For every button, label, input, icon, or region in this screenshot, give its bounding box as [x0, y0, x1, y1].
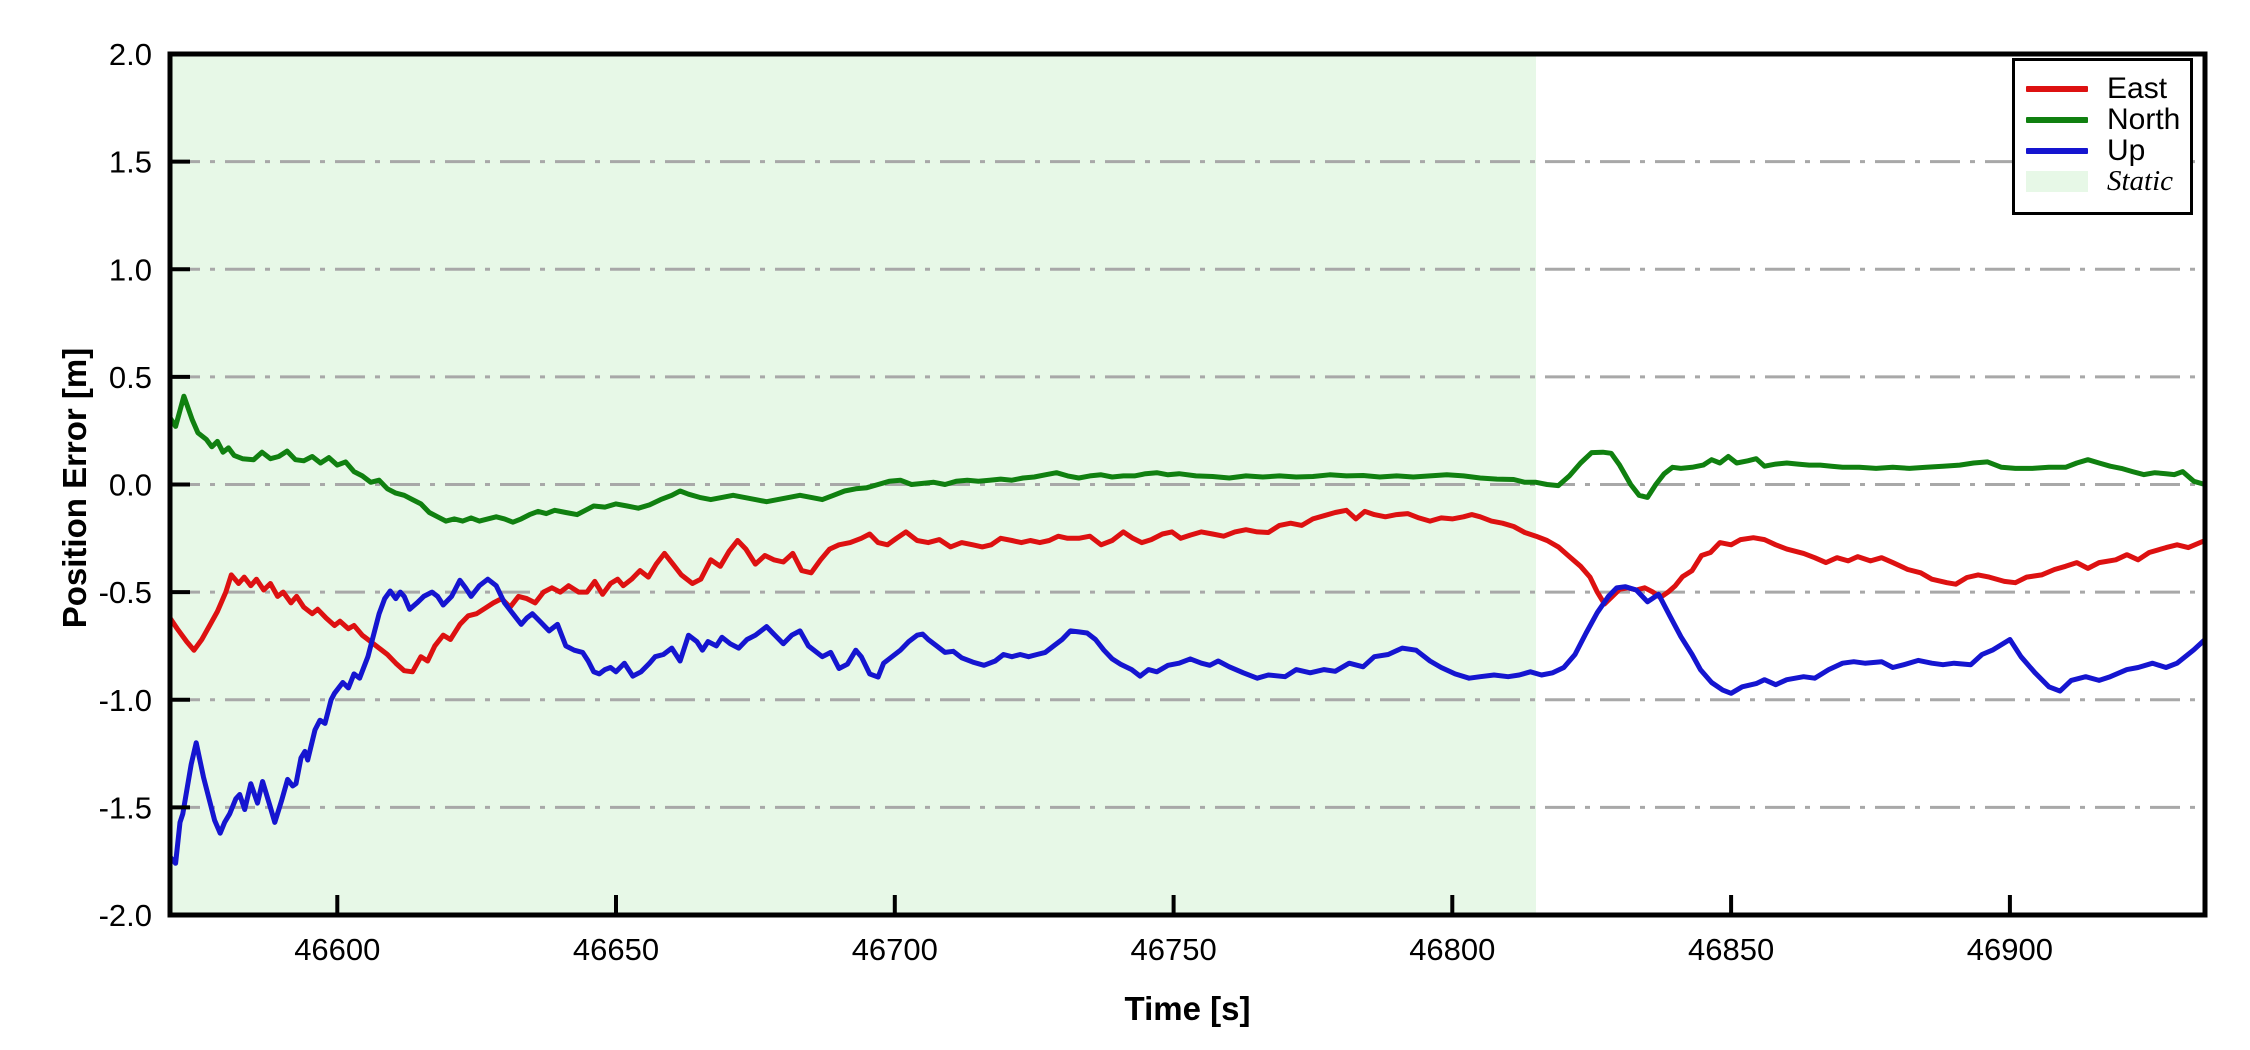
y-tick-label: 0.5 — [109, 360, 152, 395]
up-line-swatch — [2026, 147, 2088, 154]
y-tick-label: -2.0 — [99, 898, 152, 933]
y-axis-label: Position Error [m] — [56, 347, 93, 629]
legend-label-north: North — [2107, 103, 2181, 136]
legend-label-static: Static — [2107, 165, 2174, 197]
x-tick-label: 46900 — [1967, 932, 2053, 967]
x-tick-label: 46750 — [1130, 932, 1216, 967]
north-line-swatch — [2026, 116, 2088, 123]
x-tick-label: 46600 — [294, 932, 380, 967]
legend: East North Up Static — [2012, 58, 2193, 215]
y-tick-label: 0.0 — [109, 468, 152, 503]
legend-item-up: Up — [2015, 135, 2190, 166]
y-tick-label: 2.0 — [109, 37, 152, 72]
series-line-east — [167, 507, 2208, 675]
x-axis-label: Time [s] — [1124, 990, 1251, 1027]
legend-label-up: Up — [2107, 134, 2146, 167]
legend-label-east: East — [2107, 72, 2168, 105]
y-tick-label: -1.5 — [99, 790, 152, 825]
x-tick-label: 46850 — [1688, 932, 1774, 967]
legend-item-static: Static — [2015, 166, 2190, 197]
x-tick-label: 46700 — [852, 932, 938, 967]
y-tick-label: 1.0 — [109, 252, 152, 287]
legend-item-north: North — [2015, 104, 2190, 135]
x-tick-label: 46650 — [573, 932, 659, 967]
legend-item-east: East — [2015, 73, 2190, 104]
y-tick-label: -1.0 — [99, 683, 152, 718]
series-line-up — [167, 576, 2208, 866]
y-tick-label: -0.5 — [99, 575, 152, 610]
east-line-swatch — [2026, 85, 2088, 92]
y-tick-label: 1.5 — [109, 145, 152, 180]
series-line-north — [167, 393, 2208, 525]
x-tick-label: 46800 — [1409, 932, 1495, 967]
static-patch-swatch — [2026, 171, 2088, 192]
